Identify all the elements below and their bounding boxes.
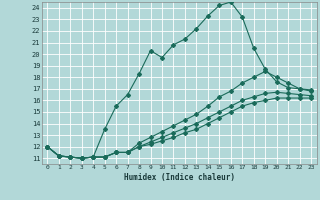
X-axis label: Humidex (Indice chaleur): Humidex (Indice chaleur) [124, 173, 235, 182]
